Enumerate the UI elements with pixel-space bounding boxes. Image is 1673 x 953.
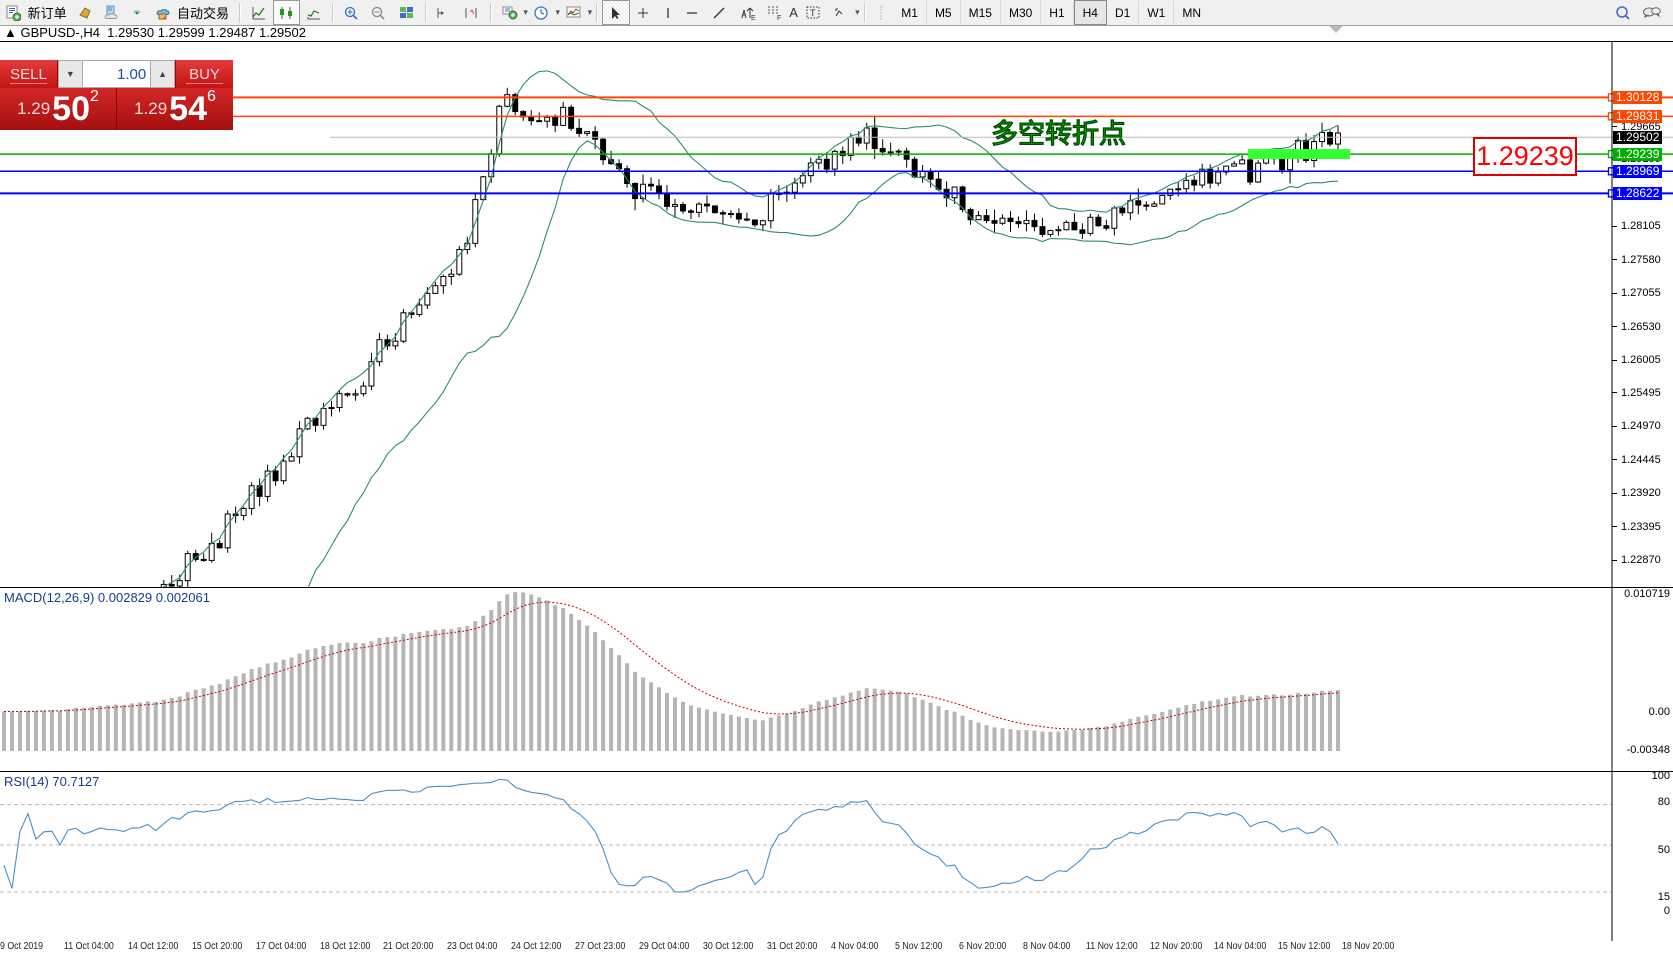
svg-text:多空转折点: 多空转折点 (991, 118, 1126, 149)
svg-text:F: F (777, 15, 781, 21)
svg-text:E: E (751, 15, 756, 21)
svg-text:T: T (810, 8, 816, 18)
